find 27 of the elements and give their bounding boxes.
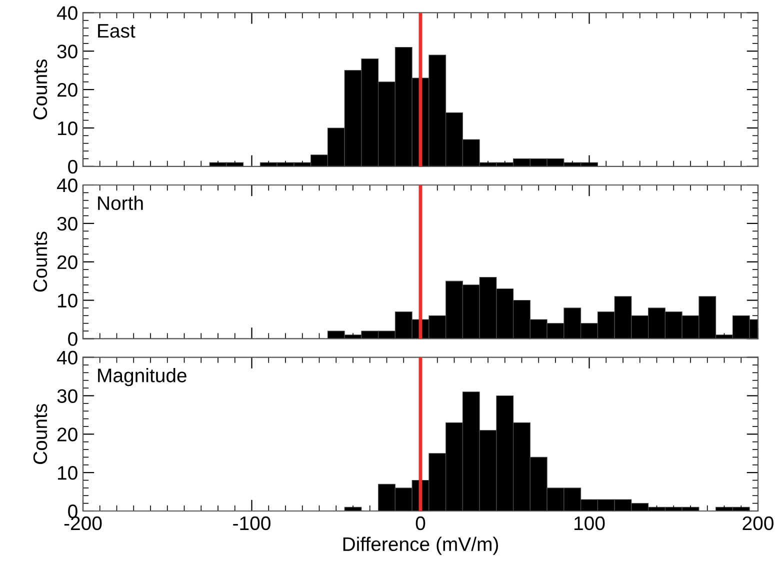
y-tick-label: 20 (57, 83, 78, 97)
y-tick-label: 10 (58, 294, 78, 308)
y-tick-label: 40 (56, 350, 78, 365)
y-tick-label: 0 (68, 332, 78, 346)
chart-title: East (98, 24, 136, 38)
x-tick-label: 0 (416, 516, 426, 530)
y-axis-title: Counts (33, 59, 48, 120)
y-axis-title: Counts (33, 404, 48, 464)
text: Magnitude (98, 368, 186, 386)
y-axis-title: Counts (33, 232, 48, 292)
y-tick-label: 30 (57, 389, 78, 403)
y-tick-label: 40 (56, 178, 78, 192)
y-tick-label: 0 (68, 160, 78, 174)
y-tick-label: 10 (58, 466, 78, 480)
y-tick-label: 0 (68, 504, 78, 518)
y-tick-label: 20 (57, 255, 78, 270)
x-tick-label: 100 (574, 516, 605, 530)
y-tick-label: 20 (57, 428, 78, 442)
x-tick-label: -100 (233, 516, 270, 530)
y-tick-label: 30 (57, 216, 78, 231)
chart-title: North (98, 196, 143, 210)
x-axis-title: Difference (mV/m) (343, 536, 498, 555)
x-tick-label: 200 (742, 516, 774, 530)
y-tick-label: 10 (58, 121, 78, 136)
y-tick-label: 30 (57, 44, 78, 58)
x-tick-label: -200 (64, 516, 102, 530)
y-tick-label: 40 (56, 6, 78, 20)
